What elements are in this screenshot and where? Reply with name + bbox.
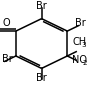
Text: Br: Br [75, 18, 86, 28]
Text: Br: Br [2, 54, 13, 64]
Text: Br: Br [36, 1, 46, 11]
Text: Br: Br [36, 73, 46, 83]
Text: 3: 3 [81, 42, 86, 48]
Text: NO: NO [72, 55, 87, 65]
Text: 2: 2 [83, 60, 87, 66]
Text: CH: CH [73, 37, 87, 47]
Text: O: O [2, 18, 10, 28]
